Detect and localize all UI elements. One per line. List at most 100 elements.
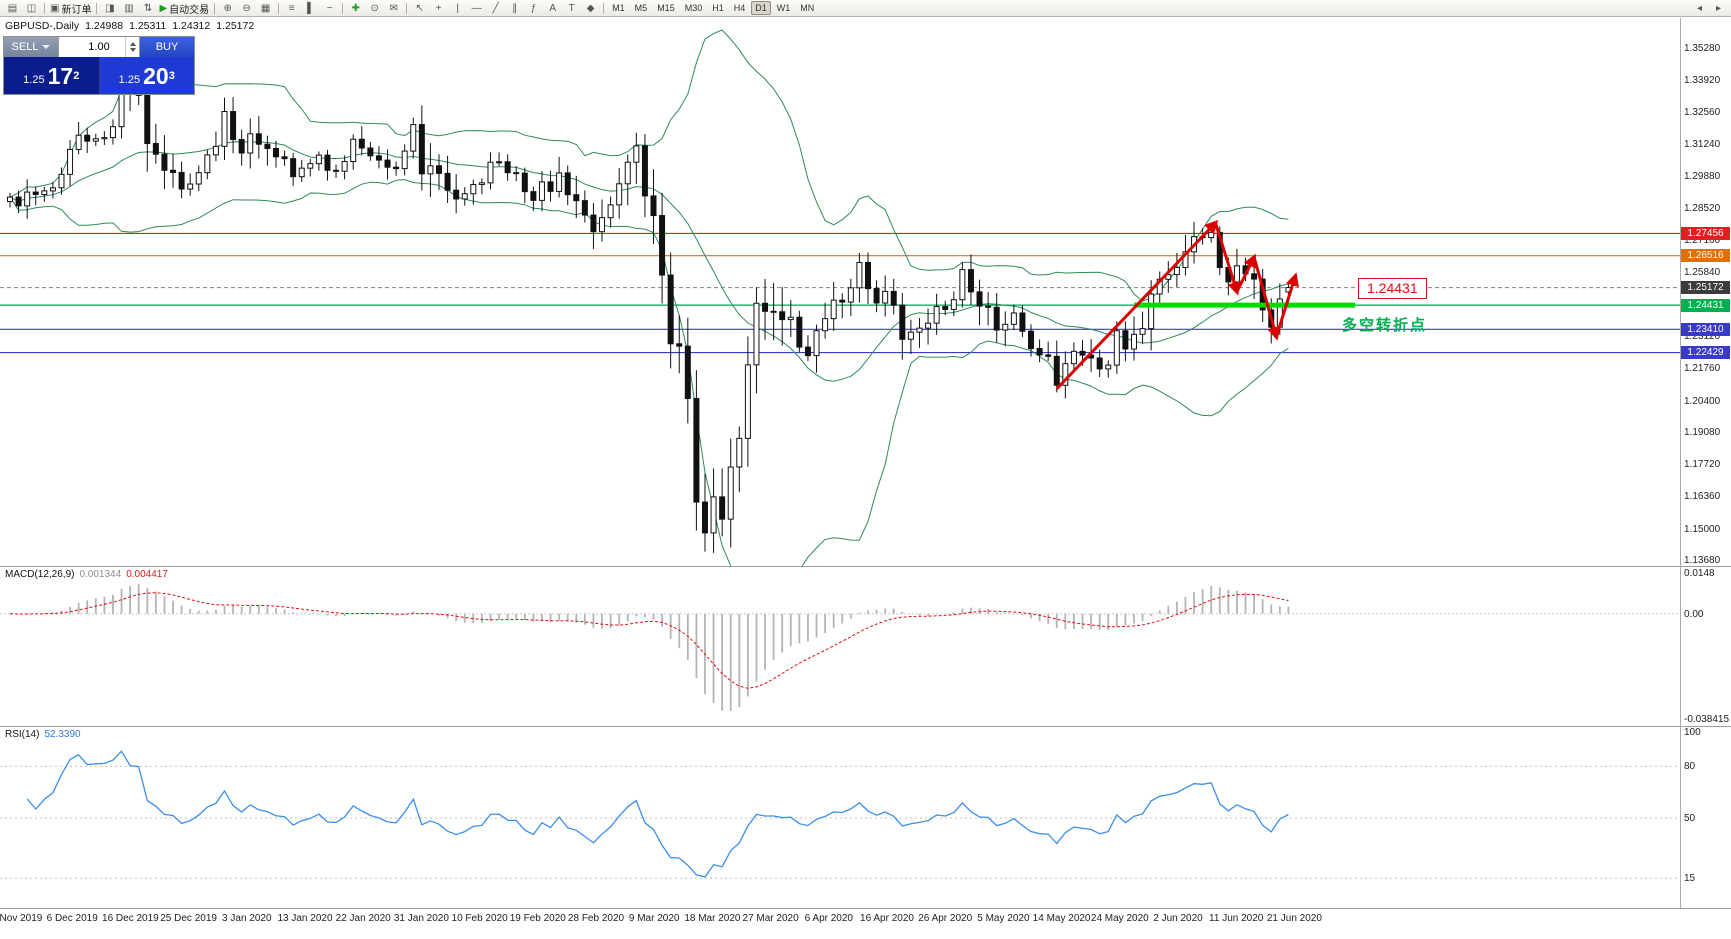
autotrading-button[interactable]: ▶ 自动交易: [159, 2, 210, 16]
zoom-out-icon[interactable]: ⊖: [242, 2, 251, 14]
sell-label: SELL: [11, 41, 39, 53]
timeframe-m30-button[interactable]: M30: [684, 3, 703, 13]
indicators-icon[interactable]: ✚: [351, 2, 360, 14]
timeframe-d1-button[interactable]: D1: [751, 1, 771, 15]
x-axis-label: 13 Jan 2020: [277, 913, 333, 924]
text-label-icon[interactable]: T: [568, 2, 575, 14]
horizontal-line-icon[interactable]: —: [471, 2, 482, 14]
fibonacci-icon[interactable]: ƒ: [530, 2, 537, 14]
line-chart-icon[interactable]: ~: [326, 2, 333, 14]
timeframe-m15-button[interactable]: M15: [657, 3, 675, 13]
profiles-icon[interactable]: ◫: [26, 2, 37, 14]
scroll-left-icon[interactable]: ◂: [1696, 2, 1703, 14]
periods-icon[interactable]: ⊙: [370, 2, 379, 14]
timeframe-h1-button[interactable]: H1: [712, 3, 724, 13]
toolbar-separator: [278, 2, 280, 14]
y-axis-label: 1.15000: [1684, 523, 1721, 535]
timeframe-mn-button[interactable]: MN: [800, 3, 815, 13]
buy-button[interactable]: BUY: [140, 37, 194, 57]
sell-button[interactable]: SELL: [4, 37, 58, 57]
panel-separator[interactable]: [0, 908, 1731, 909]
macd-signal-value: 0.004417: [126, 569, 168, 580]
navigator-icon[interactable]: ▥: [124, 2, 134, 14]
y-axis-label: 1.17720: [1684, 459, 1721, 471]
macd-name: MACD(12,26,9): [5, 569, 75, 580]
y-axis-label: 1.27160: [1684, 235, 1721, 247]
rsi-axis-label: 100: [1684, 727, 1701, 738]
tile-windows-icon[interactable]: ▦: [260, 2, 271, 14]
price-tag: 1.25172: [1681, 281, 1730, 295]
high-value: 1.25311: [129, 20, 167, 32]
zoom-in-icon[interactable]: ⊕: [223, 2, 232, 14]
y-axis-label: 1.25840: [1684, 266, 1721, 278]
volume-input[interactable]: [59, 41, 125, 53]
rsi-axis-label: 15: [1684, 873, 1696, 885]
arrows-icon[interactable]: ◆: [586, 2, 595, 14]
symbol-period-label: GBPUSD-,Daily: [5, 20, 80, 32]
y-axis-label: 1.21760: [1684, 363, 1721, 375]
x-axis-label: 26 Apr 2020: [918, 913, 973, 924]
close-value: 1.25172: [216, 20, 255, 32]
bar-chart-icon[interactable]: ≡: [288, 2, 295, 14]
x-axis-label: 11 Jun 2020: [1209, 913, 1264, 924]
y-axis-label: 1.20400: [1684, 395, 1721, 407]
panel-separator[interactable]: [0, 566, 1731, 567]
step-up-icon[interactable]: [129, 42, 136, 46]
timeframe-m1-button[interactable]: M1: [612, 3, 625, 13]
timeframe-w1-button[interactable]: W1: [776, 3, 791, 13]
macd-axis-label: -0.038415: [1684, 714, 1730, 726]
chart-ohlc-header: GBPUSD-,Daily 1.24988 1.25311 1.24312 1.2517…: [5, 20, 260, 32]
y-axis-label: 1.23120: [1684, 331, 1721, 343]
equidistant-channel-icon[interactable]: ∥: [512, 2, 518, 14]
panel-separator[interactable]: [0, 726, 1731, 727]
sell-price-prefix: 1.25: [23, 73, 45, 86]
timeframe-h4-button[interactable]: H4: [733, 3, 746, 13]
y-axis-label: 1.28520: [1684, 203, 1721, 215]
step-down-icon[interactable]: [129, 48, 136, 52]
text-icon[interactable]: A: [549, 2, 556, 14]
buy-price[interactable]: 1.25 20 3: [99, 57, 194, 94]
buy-price-prefix: 1.25: [118, 73, 141, 86]
toolbar-separator: [96, 2, 98, 14]
toolbar-separator: [603, 2, 605, 14]
x-axis-label: 28 Feb 2020: [567, 913, 625, 924]
y-axis-label: 1.31240: [1684, 138, 1721, 150]
price-annotation-box: 1.24431: [1358, 278, 1427, 300]
toolbar-separator: [44, 2, 45, 14]
trendline-icon[interactable]: ╱: [492, 2, 499, 14]
price-tag: 1.23410: [1681, 322, 1730, 336]
x-axis-label: 27 Mar 2020: [742, 913, 799, 924]
x-axis-label: 31 Jan 2020: [393, 913, 449, 924]
x-axis-label: 16 Apr 2020: [860, 913, 914, 924]
price-axis-separator: [1680, 18, 1681, 908]
market-watch-icon[interactable]: ◨: [105, 2, 115, 14]
vertical-line-icon[interactable]: |: [456, 2, 459, 14]
volume-stepper[interactable]: [125, 37, 139, 57]
x-axis-label: 6 Dec 2019: [46, 913, 98, 924]
sell-price[interactable]: 1.25 17 2: [4, 57, 100, 94]
open-value: 1.24988: [85, 20, 124, 32]
low-value: 1.24312: [172, 20, 211, 32]
templates-icon[interactable]: ✉: [389, 2, 398, 14]
rsi-indicator-label: RSI(14) 52.3390: [5, 729, 86, 740]
toolbar-separator: [214, 2, 216, 14]
crosshair-icon[interactable]: +: [435, 2, 442, 14]
new-order-button[interactable]: ▣ 新订单: [50, 2, 92, 16]
terminal-icon[interactable]: ⇅: [143, 2, 153, 14]
new-chart-icon[interactable]: ▤: [7, 2, 18, 14]
x-axis-label: 9 Mar 2020: [628, 913, 680, 924]
cursor-icon[interactable]: ↖: [415, 2, 424, 14]
timeframe-m5-button[interactable]: M5: [634, 3, 648, 13]
candlestick-chart-icon[interactable]: ▌: [307, 2, 315, 14]
y-axis-label: 1.29880: [1684, 170, 1721, 182]
x-axis-label: 24 May 2020: [1090, 913, 1149, 924]
buy-price-big: 20: [143, 62, 169, 89]
x-axis-label: 25 Dec 2019: [160, 913, 217, 924]
x-axis-label: 10 Feb 2020: [451, 913, 508, 924]
scroll-right-icon[interactable]: ▸: [1715, 2, 1722, 14]
sell-price-point: 2: [73, 69, 80, 82]
rsi-axis-label: 50: [1684, 813, 1696, 824]
